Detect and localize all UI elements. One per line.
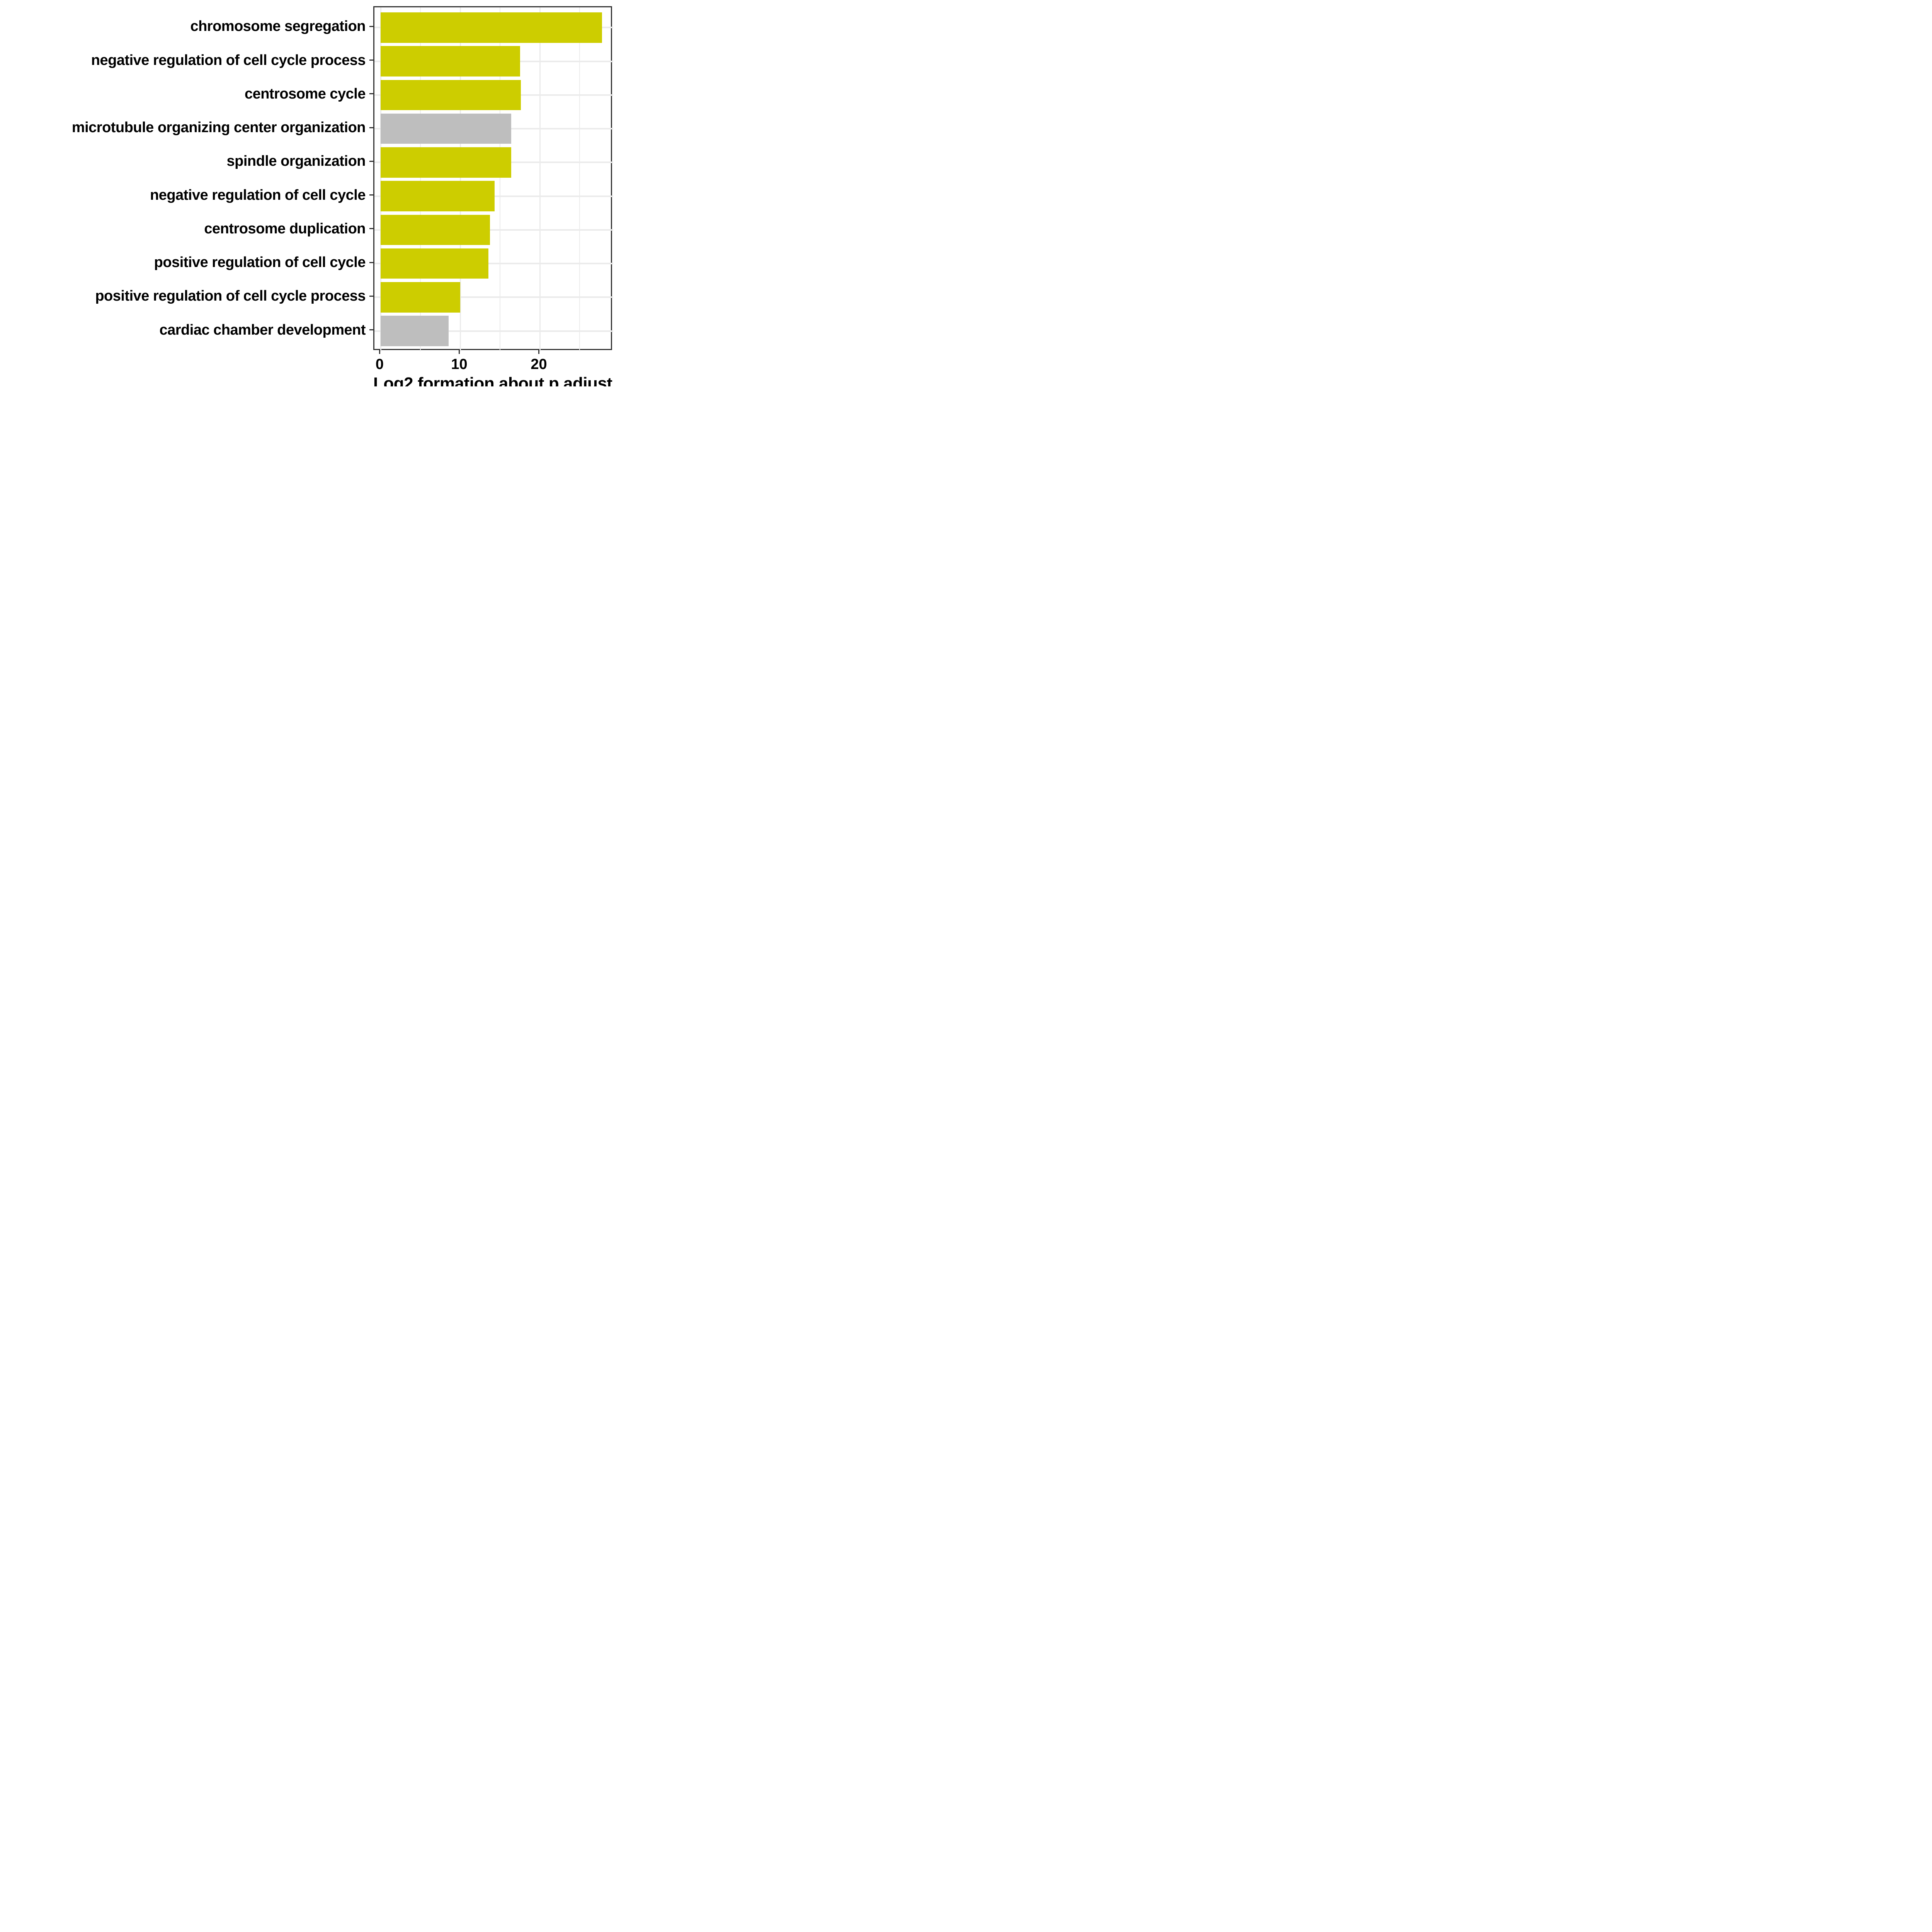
bar bbox=[381, 147, 512, 178]
x-tick-label: 10 bbox=[451, 356, 468, 372]
y-major-gridline bbox=[374, 229, 613, 231]
x-tick-label: 0 bbox=[375, 356, 384, 372]
go-enrichment-bar-chart: chromosome segregation negative regulatio… bbox=[0, 0, 618, 386]
x-major-gridline bbox=[539, 7, 541, 351]
x-minor-gridline bbox=[420, 7, 421, 351]
bar bbox=[381, 248, 488, 279]
y-major-gridline bbox=[374, 263, 613, 265]
bar bbox=[381, 181, 495, 211]
y-axis-tick bbox=[369, 60, 373, 61]
y-axis-tick bbox=[369, 194, 373, 196]
category-label: negative regulation of cell cycle bbox=[150, 187, 366, 203]
y-major-gridline bbox=[374, 330, 613, 332]
y-axis-tick bbox=[369, 228, 373, 230]
category-label: positive regulation of cell cycle proces… bbox=[95, 288, 366, 304]
x-axis-tick bbox=[458, 350, 460, 354]
y-axis-tick bbox=[369, 295, 373, 297]
y-axis-tick bbox=[369, 160, 373, 162]
category-label: positive regulation of cell cycle bbox=[154, 254, 366, 271]
category-label: microtubule organizing center organizati… bbox=[71, 119, 366, 136]
bar bbox=[381, 282, 461, 313]
category-label: chromosome segregation bbox=[190, 18, 366, 35]
x-axis-title: Log2 formation about p.adjust bbox=[373, 374, 612, 386]
bar bbox=[381, 80, 521, 111]
y-axis-tick bbox=[369, 26, 373, 27]
x-axis-tick bbox=[379, 350, 380, 354]
y-axis-tick bbox=[369, 262, 373, 263]
category-label: negative regulation of cell cycle proces… bbox=[91, 52, 366, 68]
category-label: spindle organization bbox=[226, 153, 366, 170]
bar bbox=[381, 214, 490, 245]
plot-panel bbox=[373, 6, 613, 351]
y-axis-tick bbox=[369, 127, 373, 128]
bar bbox=[381, 113, 512, 144]
x-major-gridline bbox=[459, 7, 461, 351]
y-major-gridline bbox=[374, 296, 613, 298]
y-axis-tick bbox=[369, 329, 373, 331]
category-label: centrosome cycle bbox=[244, 85, 366, 102]
bar bbox=[381, 316, 449, 346]
x-major-gridline bbox=[380, 7, 381, 351]
category-label: centrosome duplication bbox=[204, 220, 366, 237]
bar bbox=[381, 12, 602, 43]
x-axis-tick bbox=[538, 350, 539, 354]
category-label: cardiac chamber development bbox=[159, 321, 366, 338]
x-minor-gridline bbox=[579, 7, 580, 351]
y-axis-tick bbox=[369, 93, 373, 95]
x-tick-label: 20 bbox=[531, 356, 547, 372]
bar bbox=[381, 46, 520, 77]
